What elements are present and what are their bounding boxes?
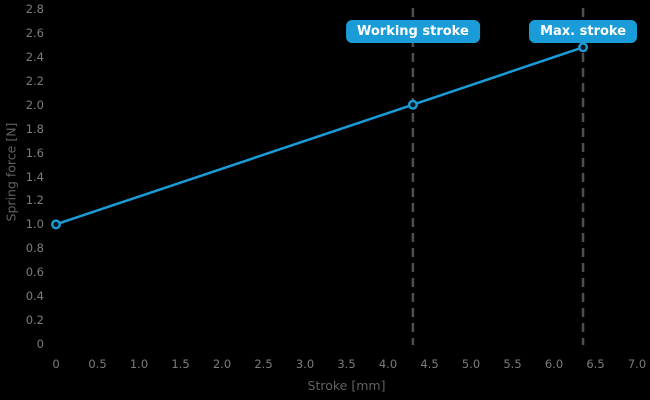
x-tick-label: 7.0: [627, 357, 647, 371]
y-tick-label: 2.8: [25, 2, 44, 16]
data-point-marker: [51, 219, 62, 230]
data-point-marker: [407, 99, 418, 110]
x-tick-label: 3.0: [295, 357, 315, 371]
y-tick-label: 2.4: [25, 49, 44, 64]
x-tick-label: 6.5: [586, 357, 605, 371]
x-axis-title: Stroke [mm]: [307, 378, 386, 393]
y-tick-label: 1.4: [25, 169, 44, 184]
y-tick-label: 1.6: [25, 145, 44, 160]
y-tick-label: 2.0: [25, 97, 44, 112]
x-tick-label: 1.5: [171, 357, 190, 371]
x-tick-label: 5.5: [503, 357, 522, 371]
x-tick-label: 0: [52, 357, 60, 371]
data-point-marker: [578, 42, 589, 53]
x-tick-label: 2.5: [254, 357, 273, 371]
x-tick-label: 6.0: [544, 357, 564, 371]
y-axis-title: Spring force [N]: [3, 122, 19, 222]
x-tick-label: 0.5: [88, 357, 107, 371]
y-tick-label: 1.8: [25, 121, 44, 136]
series-line: [55, 46, 584, 226]
x-tick-label: 3.5: [337, 357, 356, 371]
x-tick-label: 1.0: [129, 357, 149, 371]
y-tick-label: 0.6: [25, 265, 44, 280]
x-tick-label: 2.0: [212, 357, 232, 371]
y-tick-label: 2.6: [25, 25, 44, 40]
x-tick-label: 4.5: [420, 357, 439, 371]
y-tick-label: 0: [36, 337, 44, 351]
x-tick-label: 4.0: [378, 357, 398, 371]
annotation-badge-working-stroke: Working stroke: [345, 20, 480, 43]
y-tick-label: 0.4: [25, 289, 44, 304]
x-tick-label: 5.0: [461, 357, 481, 371]
y-tick-label: 0.2: [25, 313, 44, 328]
y-tick-label: 0.8: [25, 241, 44, 256]
y-tick-label: 1.0: [25, 217, 44, 232]
annotation-badge-max-stroke: Max. stroke: [529, 20, 638, 43]
y-tick-label: 1.2: [25, 193, 44, 208]
y-tick-label: 2.2: [25, 73, 44, 88]
